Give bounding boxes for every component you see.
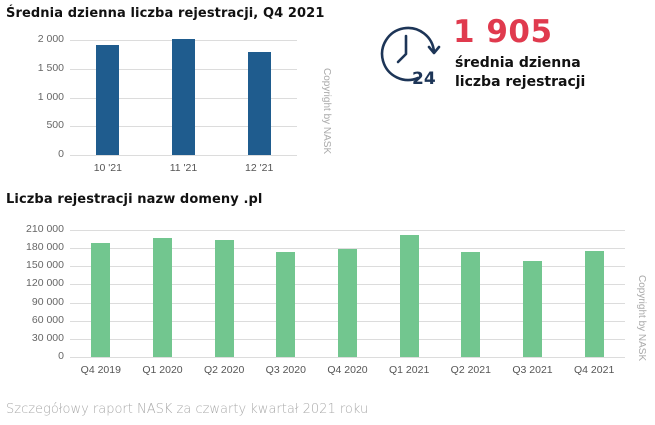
bar — [247, 52, 271, 155]
y-tick-label: 500 — [46, 119, 64, 132]
bar — [91, 242, 111, 357]
y-tick-label: 30 000 — [31, 331, 64, 344]
gridline — [70, 230, 625, 231]
bar — [172, 39, 195, 155]
y-tick-label: 2 000 — [37, 33, 64, 45]
y-tick-label: 0 — [58, 148, 64, 160]
y-tick-label: 90 000 — [31, 295, 64, 308]
gridline — [70, 357, 625, 358]
y-tick-label: 120 000 — [26, 277, 64, 290]
bar — [399, 234, 419, 357]
gridline — [70, 248, 625, 250]
bar — [584, 250, 604, 357]
x-tick-label: Q2 2020 — [204, 364, 245, 376]
kpi-label-line1: średnia dzienna — [455, 55, 581, 71]
daily-registrations-chart: 0 500 1 000 1 500 2 000 10 '21 11 '21 12 '21 — [0, 0, 330, 180]
y-tick-label: 1 500 — [37, 61, 64, 74]
svg-text:24: 24 — [412, 69, 436, 86]
y-tick-label: 0 — [58, 350, 64, 362]
footer-text: Szczegółowy raport NASK za czwarty kwart… — [6, 402, 369, 417]
x-tick-label: Q3 2021 — [512, 364, 553, 376]
clock-24-icon: 24 — [378, 22, 442, 89]
bar — [276, 251, 296, 357]
y-tick-label: 1 000 — [37, 90, 64, 103]
x-tick-label: Q4 2019 — [80, 364, 121, 376]
bar — [153, 238, 172, 357]
x-tick-label: Q4 2021 — [574, 364, 615, 376]
x-tick-label: 10 '21 — [93, 162, 122, 174]
x-tick-label: 11 '21 — [169, 162, 198, 174]
chart1-title: Średnia dzienna liczba rejestracji, Q4 2… — [6, 6, 325, 21]
y-tick-label: 180 000 — [26, 241, 64, 254]
chart2-title: Liczba rejestracji nazw domeny .pl — [6, 192, 263, 207]
y-tick-label: 60 000 — [31, 313, 64, 326]
kpi-label-line2: liczba rejestracji — [455, 74, 586, 90]
y-tick-label: 210 000 — [26, 223, 64, 235]
domain-registrations-chart: 0 30 000 60 000 90 000 120 000 150 000 180 000… — [26, 223, 625, 376]
x-tick-label: Q1 2021 — [389, 364, 430, 376]
chart2-copyright: Copyright by NASK — [636, 275, 647, 362]
bar — [523, 260, 542, 357]
kpi-value: 1 905 — [453, 14, 553, 50]
x-tick-label: Q3 2020 — [265, 364, 306, 376]
x-tick-label: 12 '21 — [245, 162, 274, 174]
x-tick-label: Q2 2021 — [450, 364, 491, 376]
x-tick-label: Q4 2020 — [327, 364, 368, 376]
bar — [338, 248, 357, 357]
gridline — [70, 155, 297, 156]
bar — [214, 239, 234, 357]
x-tick-label: Q1 2020 — [142, 364, 183, 376]
bar — [96, 44, 120, 155]
bar — [461, 252, 481, 357]
y-tick-label: 150 000 — [26, 259, 64, 272]
